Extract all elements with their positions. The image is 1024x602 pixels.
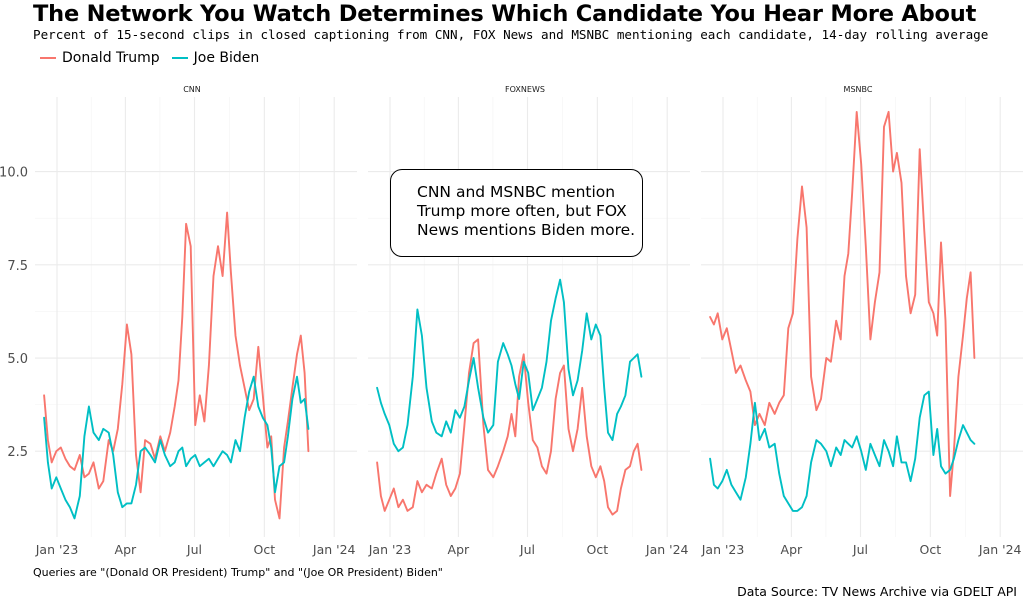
annotation-box: CNN and MSNBC mention Trump more often, … — [390, 169, 643, 257]
series-line-donald-trump — [709, 110, 976, 497]
x-tick-label: Apr — [448, 542, 470, 557]
series-line-joe-biden — [376, 278, 643, 453]
y-tick-label: 10.0 — [0, 166, 28, 181]
x-tick-label: Oct — [920, 542, 942, 557]
x-tick-label: Jan '23 — [701, 542, 745, 557]
legend-label-biden: Joe Biden — [193, 50, 260, 66]
legend: Donald Trump Joe Biden — [40, 50, 271, 66]
series-line-donald-trump — [376, 338, 643, 516]
x-tick-label: Jan '24 — [978, 542, 1022, 557]
x-tick-label: Jan '24 — [645, 542, 689, 557]
x-tick-label: Jan '24 — [312, 542, 356, 557]
legend-key-biden — [171, 56, 188, 60]
series-line-donald-trump — [43, 211, 310, 520]
x-tick-label: Jan '23 — [368, 542, 412, 557]
facet-label: CNN — [183, 85, 201, 94]
y-tick-label: 2.5 — [7, 445, 28, 460]
x-tick-label: Jul — [186, 542, 202, 557]
y-tick-label: 5.0 — [7, 352, 28, 367]
series-line-joe-biden — [43, 375, 310, 520]
chart-title: The Network You Watch Determines Which C… — [33, 1, 977, 27]
facet-label: MSNBC — [844, 85, 873, 94]
legend-item-trump: Donald Trump — [40, 50, 160, 66]
y-tick-label: 7.5 — [7, 259, 28, 274]
legend-label-trump: Donald Trump — [62, 50, 160, 66]
x-tick-label: Oct — [254, 542, 276, 557]
x-tick-label: Jul — [852, 542, 868, 557]
x-tick-label: Apr — [781, 542, 803, 557]
x-tick-label: Apr — [115, 542, 137, 557]
legend-item-biden: Joe Biden — [171, 50, 260, 66]
x-tick-label: Oct — [587, 542, 609, 557]
chart-subtitle: Percent of 15-second clips in closed cap… — [33, 27, 989, 42]
facet-label: FOXNEWS — [505, 85, 545, 94]
query-caption: Queries are "(Donald OR President) Trump… — [33, 566, 443, 579]
x-tick-label: Jul — [519, 542, 535, 557]
source-caption: Data Source: TV News Archive via GDELT A… — [737, 584, 1017, 599]
legend-key-trump — [40, 56, 56, 60]
series-line-joe-biden — [709, 390, 976, 512]
x-tick-label: Jan '23 — [35, 542, 79, 557]
